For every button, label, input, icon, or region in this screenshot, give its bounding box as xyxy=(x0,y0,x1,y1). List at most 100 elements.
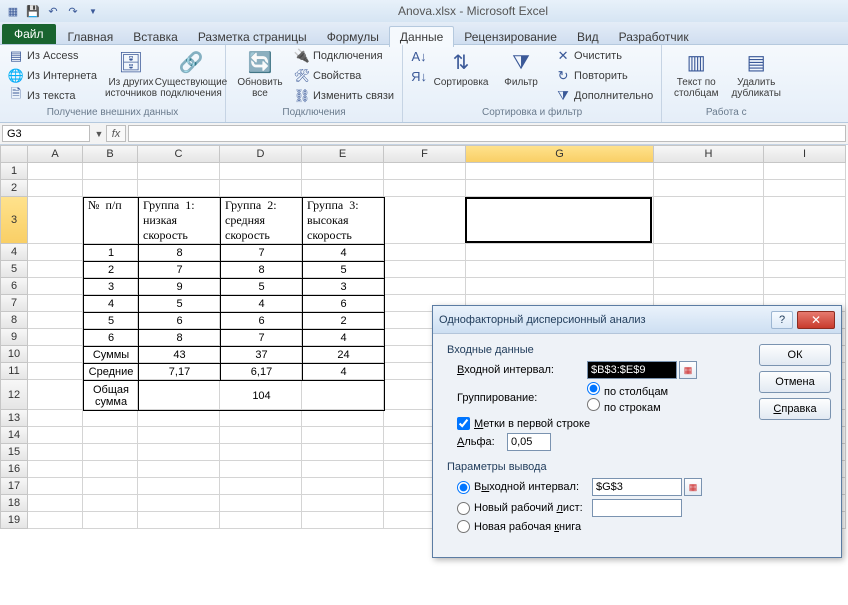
col-header-D[interactable]: D xyxy=(220,145,302,163)
clear-filter-button[interactable]: ✕Очистить xyxy=(553,47,655,65)
fx-button[interactable]: fx xyxy=(106,125,126,142)
text-to-columns-button[interactable]: ▥Текст по столбцам xyxy=(668,47,724,101)
clear-icon: ✕ xyxy=(555,48,571,64)
grouping-label: Группирование: xyxy=(457,392,587,404)
cancel-button[interactable]: Отмена xyxy=(759,371,831,393)
formula-bar: G3 ▼ fx xyxy=(0,123,848,145)
edit-links-button[interactable]: ⛓Изменить связи xyxy=(292,87,396,105)
input-group: Входные данные Входной интервал: ▦ Групп… xyxy=(447,344,749,451)
tab-2[interactable]: Разметка страницы xyxy=(188,27,317,47)
name-box[interactable]: G3 xyxy=(2,125,90,142)
properties-button[interactable]: 🛠Свойства xyxy=(292,67,396,85)
connections-button[interactable]: 🔌Подключения xyxy=(292,47,396,65)
sort-button[interactable]: ⇅Сортировка xyxy=(433,47,489,90)
dedup-icon: ▤ xyxy=(740,49,772,77)
row-header-12[interactable]: 12 xyxy=(0,380,28,410)
row-header-19[interactable]: 19 xyxy=(0,512,28,529)
sort-za-button[interactable]: Я↓ xyxy=(409,67,429,85)
group-sort-filter: A↓ Я↓ ⇅Сортировка ⧩Фильтр ✕Очистить ↻Пов… xyxy=(403,45,662,122)
from-web-button[interactable]: 🌐Из Интернета xyxy=(6,67,99,85)
col-header-H[interactable]: H xyxy=(654,145,764,163)
tab-6[interactable]: Вид xyxy=(567,27,609,47)
advanced-icon: ⧩ xyxy=(555,88,571,104)
input-range-field[interactable] xyxy=(587,361,677,379)
range-picker-icon[interactable]: ▦ xyxy=(679,361,697,379)
tab-0[interactable]: Главная xyxy=(58,27,124,47)
sort-az-button[interactable]: A↓ xyxy=(409,47,429,65)
remove-duplicates-button[interactable]: ▤Удалить дубликаты xyxy=(728,47,784,101)
db-icon: 🗄 xyxy=(115,49,147,77)
group-data-tools: ▥Текст по столбцам ▤Удалить дубликаты Ра… xyxy=(662,45,790,122)
undo-icon[interactable]: ↶ xyxy=(44,2,62,20)
globe-icon: 🌐 xyxy=(8,68,24,84)
output-range-field[interactable] xyxy=(592,478,682,496)
name-box-dropdown-icon[interactable]: ▼ xyxy=(92,123,106,144)
row-header-14[interactable]: 14 xyxy=(0,427,28,444)
by-rows-radio[interactable] xyxy=(587,398,600,411)
quick-access-toolbar: ▦ 💾 ↶ ↷ ▼ xyxy=(4,2,102,20)
row-header-9[interactable]: 9 xyxy=(0,329,28,346)
connections-icon: 🔌 xyxy=(294,48,310,64)
by-columns-radio[interactable] xyxy=(587,382,600,395)
formula-input[interactable] xyxy=(128,125,846,142)
new-book-radio[interactable] xyxy=(457,520,470,533)
row-header-16[interactable]: 16 xyxy=(0,461,28,478)
ok-button[interactable]: ОК xyxy=(759,344,831,366)
new-sheet-radio[interactable] xyxy=(457,502,470,515)
output-range-picker-icon[interactable]: ▦ xyxy=(684,478,702,496)
row-header-4[interactable]: 4 xyxy=(0,244,28,261)
alpha-field[interactable] xyxy=(507,433,551,451)
labels-first-row-checkbox[interactable] xyxy=(457,417,470,430)
window-title: Anova.xlsx - Microsoft Excel xyxy=(102,4,844,18)
tab-3[interactable]: Формулы xyxy=(317,27,389,47)
col-header-E[interactable]: E xyxy=(302,145,384,163)
row-header-10[interactable]: 10 xyxy=(0,346,28,363)
row-header-1[interactable]: 1 xyxy=(0,163,28,180)
reapply-button[interactable]: ↻Повторить xyxy=(553,67,655,85)
row-header-11[interactable]: 11 xyxy=(0,363,28,380)
row-header-15[interactable]: 15 xyxy=(0,444,28,461)
row-header-3[interactable]: 3 xyxy=(0,197,28,244)
tab-file[interactable]: Файл xyxy=(2,24,56,44)
col-header-I[interactable]: I xyxy=(764,145,846,163)
sort-icon: ⇅ xyxy=(445,49,477,77)
from-text-button[interactable]: 🗎Из текста xyxy=(6,87,99,105)
save-icon[interactable]: 💾 xyxy=(24,2,42,20)
tab-4[interactable]: Данные xyxy=(389,26,454,47)
tab-7[interactable]: Разработчик xyxy=(609,27,699,47)
col-header-A[interactable]: A xyxy=(28,145,83,163)
from-access-button[interactable]: ▤Из Access xyxy=(6,47,99,65)
output-range-radio[interactable] xyxy=(457,481,470,494)
reapply-icon: ↻ xyxy=(555,68,571,84)
from-other-sources-button[interactable]: 🗄Из других источников xyxy=(103,47,159,101)
advanced-filter-button[interactable]: ⧩Дополнительно xyxy=(553,87,655,105)
qat-dropdown-icon[interactable]: ▼ xyxy=(84,2,102,20)
row-header-17[interactable]: 17 xyxy=(0,478,28,495)
tab-5[interactable]: Рецензирование xyxy=(454,27,567,47)
row-header-18[interactable]: 18 xyxy=(0,495,28,512)
select-all-corner[interactable] xyxy=(0,145,28,163)
ribbon: ▤Из Access 🌐Из Интернета 🗎Из текста 🗄Из … xyxy=(0,45,848,123)
tab-1[interactable]: Вставка xyxy=(123,27,188,47)
col-header-F[interactable]: F xyxy=(384,145,466,163)
help-button[interactable]: Справка xyxy=(759,398,831,420)
col-header-B[interactable]: B xyxy=(83,145,138,163)
alpha-label: Альфа: xyxy=(457,436,507,448)
links-icon: ⛓ xyxy=(294,88,310,104)
row-header-7[interactable]: 7 xyxy=(0,295,28,312)
row-header-6[interactable]: 6 xyxy=(0,278,28,295)
new-sheet-field[interactable] xyxy=(592,499,682,517)
col-header-G[interactable]: G xyxy=(466,145,654,163)
row-header-13[interactable]: 13 xyxy=(0,410,28,427)
help-icon[interactable]: ? xyxy=(771,311,793,329)
redo-icon[interactable]: ↷ xyxy=(64,2,82,20)
row-header-2[interactable]: 2 xyxy=(0,180,28,197)
existing-connections-button[interactable]: 🔗Существующие подключения xyxy=(163,47,219,101)
refresh-all-button[interactable]: 🔄Обновить все xyxy=(232,47,288,101)
row-header-5[interactable]: 5 xyxy=(0,261,28,278)
filter-button[interactable]: ⧩Фильтр xyxy=(493,47,549,90)
row-header-8[interactable]: 8 xyxy=(0,312,28,329)
close-icon[interactable]: ✕ xyxy=(797,311,835,329)
col-header-C[interactable]: C xyxy=(138,145,220,163)
output-group: Параметры вывода Выходной интервал: ▦ Но… xyxy=(447,461,749,533)
